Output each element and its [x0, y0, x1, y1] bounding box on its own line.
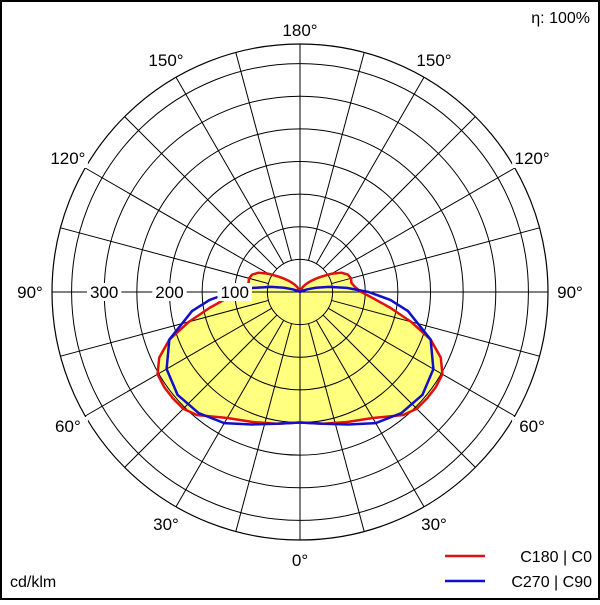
grid-spoke-315: [124, 314, 278, 468]
angle-label-bg-30-left: [146, 515, 186, 535]
grid-spoke-195: [235, 52, 293, 261]
angle-label-150-left: 150°: [148, 51, 183, 70]
angle-label-bg-120-left: [47, 149, 88, 168]
efficiency-label: η: 100%: [531, 10, 590, 27]
grid-spoke-285: [60, 299, 269, 357]
angle-label-bg-0-right: [280, 551, 320, 570]
grid-spoke-135: [322, 116, 476, 270]
grid-spoke-15: [307, 323, 365, 532]
angle-label-bg-60-right: [512, 417, 553, 436]
label-layer: 100 200 300 0° 30° 30° 60° 60° 90° 90° 120° 120° 150…: [10, 21, 590, 570]
angle-label-bg-150-right: [414, 50, 454, 70]
angle-label-120-left: 120°: [50, 149, 85, 168]
radial-tick-bg-300: [86, 283, 122, 301]
grid-spoke-330: [175, 320, 285, 508]
grid-spoke-120: [328, 167, 516, 277]
angle-label-90-right: 90°: [557, 283, 583, 302]
series-layer: [156, 271, 444, 426]
radial-tick-bg-100: [217, 283, 252, 301]
radial-tick-300: 300: [90, 283, 118, 302]
angle-label-bg-150-left: [146, 50, 186, 70]
angle-label-180-right: 180°: [282, 21, 317, 40]
series-line-c270-c90: [165, 285, 435, 426]
radial-tick-200: 200: [155, 283, 183, 302]
angle-label-bg-180-right: [280, 21, 320, 40]
angle-label-bg-90-right: [550, 283, 590, 302]
grid-spoke-60: [328, 307, 516, 417]
grid-spoke-255: [60, 227, 269, 285]
grid-spoke-210: [175, 76, 285, 264]
legend: C180 | C0 C270 | C90: [445, 549, 592, 591]
grid-spoke-45: [322, 314, 476, 468]
angle-label-0-right: 0°: [292, 551, 308, 570]
angle-label-bg-90-left: [10, 283, 50, 302]
angle-label-bg-30-right: [414, 515, 454, 535]
grid-spoke-75: [331, 299, 540, 357]
angle-label-60-left: 60°: [55, 417, 81, 436]
angle-label-60-right: 60°: [519, 417, 545, 436]
grid-spoke-165: [307, 52, 365, 261]
angle-label-30-right: 30°: [421, 515, 447, 534]
angle-label-30-left: 30°: [153, 515, 179, 534]
grid-spoke-150: [315, 76, 425, 264]
grid-spoke-300: [84, 307, 272, 417]
legend-label-c270-c90: C270 | C90: [511, 574, 592, 591]
grid-spoke-30: [315, 320, 425, 508]
unit-label: cd/klm: [10, 574, 56, 591]
radial-tick-bg-200: [152, 283, 187, 301]
angle-label-bg-60-left: [47, 417, 88, 436]
angle-label-150-right: 150°: [416, 51, 451, 70]
grid-spoke-105: [331, 227, 540, 285]
angle-label-90-left: 90°: [17, 283, 43, 302]
grid-spoke-345: [235, 323, 293, 532]
radial-tick-100: 100: [221, 283, 249, 302]
angle-label-120-right: 120°: [515, 149, 550, 168]
angle-label-bg-120-right: [512, 149, 553, 168]
grid-spoke-225: [124, 116, 278, 270]
legend-label-c180-c0: C180 | C0: [520, 549, 592, 566]
grid-spoke-240: [84, 167, 272, 277]
